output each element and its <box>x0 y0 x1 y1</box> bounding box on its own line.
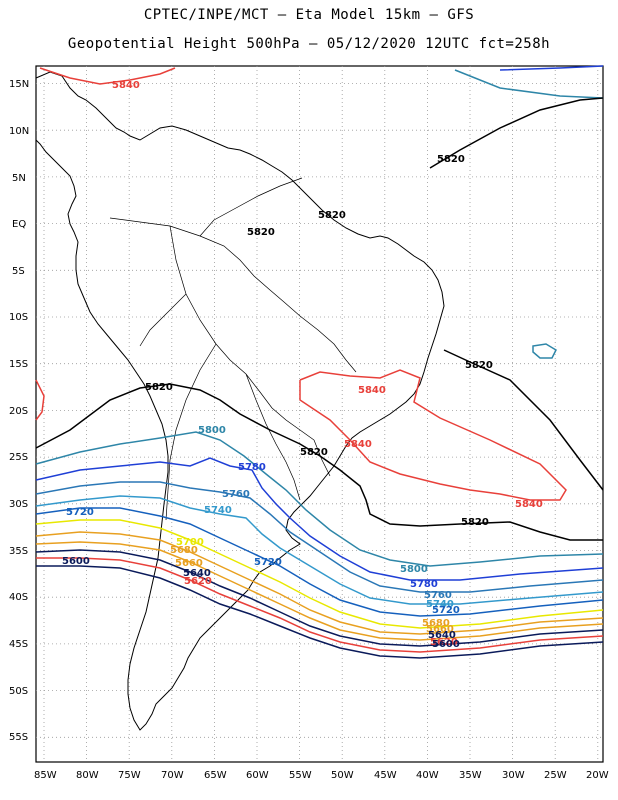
label-5820-a: 5820 <box>437 154 465 165</box>
lon-label-70w: 70W <box>161 770 184 781</box>
map-title-line-1: CPTEC/INPE/MCT – Eta Model 15km – GFS <box>143 7 475 23</box>
label-5800-c: 5600 <box>62 556 90 567</box>
lat-label-15s: 15S <box>9 359 28 370</box>
coastline <box>35 71 445 731</box>
label-5620-south: 5620 <box>184 576 212 587</box>
lat-label-45s: 45S <box>9 639 28 650</box>
lon-label-75w: 75W <box>118 770 141 781</box>
contour-5680 <box>35 531 604 635</box>
label-5740-a: 5740 <box>204 505 232 516</box>
lon-label-35w: 35W <box>459 770 482 781</box>
lon-label-40w: 40W <box>416 770 439 781</box>
label-5660-a: 5660 <box>175 558 203 569</box>
label-5640-a: 5640 <box>183 568 211 579</box>
lat-label-15n: 15N <box>9 79 29 90</box>
label-5720-b: 5720 <box>254 557 282 568</box>
contour-5840-west <box>35 379 45 421</box>
lat-label-25s: 25S <box>9 452 28 463</box>
contour-5840-north <box>39 67 176 85</box>
lon-label-60w: 60W <box>246 770 269 781</box>
contour-5840-south <box>299 369 567 501</box>
lat-label-35s: 35S <box>9 546 28 557</box>
contour-5720 <box>35 507 604 617</box>
graticule <box>36 66 603 762</box>
contour-5700 <box>35 519 604 629</box>
lat-label-10n: 10N <box>9 126 29 137</box>
label-5840-b: 5840 <box>358 385 386 396</box>
lon-label-45w: 45W <box>374 770 397 781</box>
lon-label-55w: 55W <box>289 770 312 781</box>
label-5600-east: 5600 <box>432 639 460 650</box>
lon-label-25w: 25W <box>544 770 567 781</box>
label-5720-a: 5720 <box>66 507 94 518</box>
contour-5620 <box>36 557 604 653</box>
label-5820-e: 5820 <box>145 382 173 393</box>
label-5800-a: 5800 <box>198 425 226 436</box>
label-5820-b: 5820 <box>318 210 346 221</box>
contour-5820-main <box>35 383 603 541</box>
label-5820-c: 5820 <box>247 227 275 238</box>
lat-label-10s: 10S <box>9 312 28 323</box>
map-title-line-2: Geopotential Height 500hPa – 05/12/2020 … <box>67 36 551 52</box>
longitude-labels: 85W 80W 75W 70W 65W 60W 55W 50W 45W 40W … <box>34 770 609 781</box>
label-5820-f: 5820 <box>300 447 328 458</box>
label-5840-a: 5840 <box>112 80 140 91</box>
latitude-labels: 15N 10N 5N EQ 5S 10S 15S 20S 25S 30S 35S… <box>9 79 29 743</box>
label-5800-b: 5800 <box>400 564 428 575</box>
contour-island <box>532 343 557 359</box>
contour-north-east-a <box>499 65 604 71</box>
label-5760-a: 5760 <box>222 489 250 500</box>
label-5780-b: 5780 <box>410 579 438 590</box>
lat-label-55s: 55S <box>9 732 28 743</box>
contour-5660 <box>35 541 604 641</box>
lon-label-30w: 30W <box>502 770 525 781</box>
label-5820-g: 5820 <box>461 517 489 528</box>
contour-north-east-b <box>454 69 604 99</box>
label-5640-b: 5640 <box>428 630 456 641</box>
contour-5780 <box>35 457 604 581</box>
contour-5800 <box>35 431 604 567</box>
lon-label-50w: 50W <box>331 770 354 781</box>
label-5700: 5700 <box>176 537 204 548</box>
contour-labels: 5840 5840 5840 5840 5620 5820 5820 5820 … <box>62 80 543 650</box>
label-5840-d: 5840 <box>515 499 543 510</box>
south-america-coastline <box>35 71 445 731</box>
contour-5820-east <box>443 349 604 491</box>
lon-label-80w: 80W <box>76 770 99 781</box>
contour-5760 <box>35 481 604 593</box>
label-5840-c: 5840 <box>344 439 372 450</box>
lon-label-85w: 85W <box>34 770 57 781</box>
contour-5600 <box>36 565 604 659</box>
lat-label-20s: 20S <box>9 406 28 417</box>
label-5660-b: 5660 <box>426 624 454 635</box>
lat-label-eq: EQ <box>12 219 26 230</box>
lat-label-50s: 50S <box>9 686 28 697</box>
country-borders <box>109 177 357 521</box>
lon-label-65w: 65W <box>204 770 227 781</box>
contour-5740 <box>35 495 604 605</box>
label-5620-east: 5620 <box>430 637 458 648</box>
map-frame <box>35 65 604 763</box>
label-5680-a: 5680 <box>170 545 198 556</box>
lon-label-20w: 20W <box>586 770 609 781</box>
lat-label-40s: 40S <box>9 592 28 603</box>
contour-5640 <box>35 549 604 647</box>
contour-5820-northeast <box>429 97 604 169</box>
label-5820-d: 5820 <box>465 360 493 371</box>
lat-label-5n: 5N <box>12 173 26 184</box>
lat-label-5s: 5S <box>12 266 25 277</box>
label-5740-b: 5740 <box>426 599 454 610</box>
contour-lines <box>35 65 604 659</box>
label-5780-a: 5780 <box>238 462 266 473</box>
label-5720-c: 5720 <box>432 605 460 616</box>
label-5680-b: 5680 <box>422 618 450 629</box>
label-5760-b: 5760 <box>424 590 452 601</box>
lat-label-30s: 30S <box>9 499 28 510</box>
